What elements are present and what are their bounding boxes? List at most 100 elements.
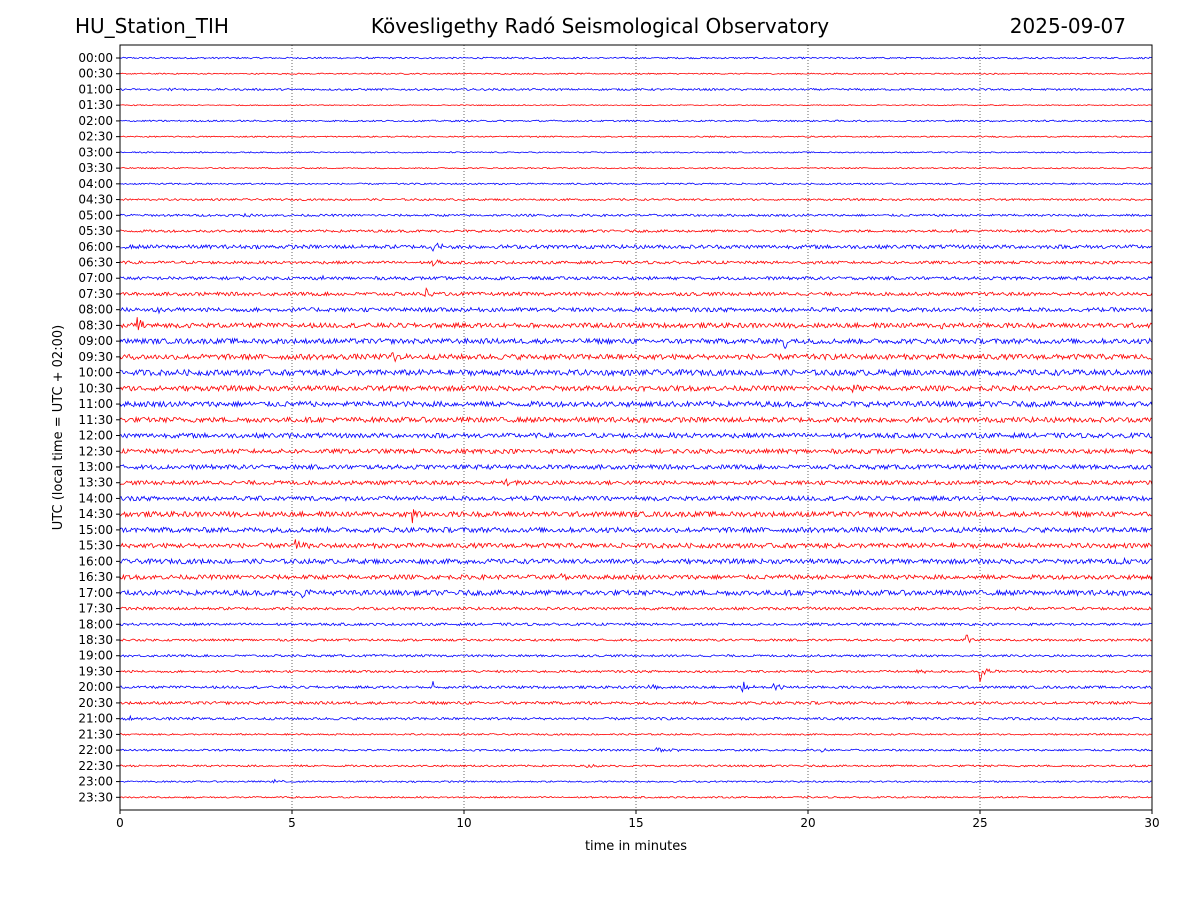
trace-1330 [119,477,1153,487]
y-tick-label: 08:30 [78,318,113,332]
y-tick-label: 04:30 [78,193,113,207]
trace-0100 [119,87,1153,92]
trace-0430 [119,197,1153,202]
y-tick-label: 23:30 [78,790,113,804]
x-axis-label: time in minutes [585,839,687,854]
y-tick-label: 03:00 [78,145,113,159]
trace-2330 [119,795,1153,799]
grid-lines [291,45,981,810]
y-tick-label: 07:30 [78,287,113,301]
y-tick-label: 13:30 [78,476,113,490]
trace-0730 [119,287,1153,298]
trace-0330 [119,166,1153,170]
y-tick-label: 19:30 [78,664,113,678]
x-tick-label: 10 [456,816,471,830]
y-tick-label: 21:30 [78,727,113,741]
trace-0830 [119,317,1153,331]
y-tick-label: 22:30 [78,759,113,773]
y-tick-label: 23:00 [78,775,113,789]
trace-1700 [119,588,1153,599]
trace-2000 [119,681,1153,694]
y-tick-label: 14:00 [78,491,113,505]
y-tick-label: 03:30 [78,161,113,175]
x-tick-label: 30 [1144,816,1159,830]
y-tick-label: 14:30 [78,507,113,521]
y-tick-label: 08:00 [78,303,113,317]
station-name: HU_Station_TIH [75,14,229,38]
trace-0300 [119,151,1153,154]
trace-1630 [119,572,1153,582]
y-tick-label: 11:00 [78,397,113,411]
trace-0200 [120,119,1153,123]
trace-0500 [119,212,1152,218]
y-tick-label: 20:00 [78,680,113,694]
y-tick-label: 19:00 [78,649,113,663]
trace-0700 [119,274,1153,281]
x-tick-label: 25 [972,816,987,830]
y-tick-label: 02:00 [78,114,113,128]
y-tick-label: 10:00 [78,366,113,380]
y-axis-label: UTC (local time = UTC + 02:00) [51,325,66,530]
trace-1900 [119,653,1153,658]
y-tick-label: 09:30 [78,350,113,364]
y-tick-label: 02:30 [78,130,113,144]
seismic-traces [119,56,1153,799]
y-tick-label: 20:30 [78,696,113,710]
x-axis-ticks: 0 5 10 15 20 25 30 [116,810,1160,830]
y-tick-label: 21:00 [78,712,113,726]
x-tick-label: 5 [288,816,296,830]
y-tick-label: 16:30 [78,570,113,584]
trace-2300 [119,778,1153,784]
y-tick-label: 04:00 [78,177,113,191]
y-tick-label: 09:00 [78,334,113,348]
x-tick-label: 15 [628,816,643,830]
y-tick-label: 11:30 [78,413,113,427]
y-tick-label: 06:00 [78,240,113,254]
y-tick-label: 00:30 [78,67,113,81]
y-tick-label: 16:00 [78,554,113,568]
trace-0130 [119,104,1153,107]
y-tick-label: 17:00 [78,586,113,600]
trace-1230 [119,447,1153,455]
trace-1830 [119,634,1153,644]
trace-1600 [119,556,1153,566]
y-tick-label: 18:00 [78,617,113,631]
x-tick-label: 20 [800,816,815,830]
trace-0630 [119,259,1153,267]
trace-1300 [119,463,1153,471]
trace-1800 [119,622,1153,627]
trace-0000 [119,56,1153,60]
y-tick-label: 01:30 [78,98,113,112]
y-tick-label: 00:00 [78,51,113,65]
y-tick-label: 10:30 [78,381,113,395]
y-tick-label: 01:00 [78,82,113,96]
y-tick-label: 12:30 [78,444,113,458]
trace-1130 [119,415,1153,424]
trace-1000 [119,368,1153,378]
chart-title: Kövesligethy Radó Seismological Observat… [370,14,830,38]
trace-1930 [119,668,1153,683]
trace-0230 [119,135,1153,138]
trace-0400 [119,182,1153,186]
trace-0930 [119,351,1153,363]
y-tick-label: 13:00 [78,460,113,474]
trace-1730 [119,606,1153,611]
y-tick-label: 15:30 [78,539,113,553]
trace-0530 [119,228,1153,234]
y-tick-label: 05:00 [78,208,113,222]
trace-1100 [119,399,1153,409]
trace-1400 [119,494,1153,502]
trace-2230 [119,763,1152,768]
trace-2030 [119,700,1153,706]
y-tick-label: 05:30 [78,224,113,238]
x-tick-label: 0 [116,816,124,830]
trace-1030 [119,384,1153,394]
trace-2130 [119,732,1153,736]
trace-0800 [119,306,1153,315]
trace-1530 [119,539,1153,550]
y-tick-label: 12:00 [78,429,113,443]
y-tick-label: 06:30 [78,255,113,269]
y-tick-label: 17:30 [78,602,113,616]
